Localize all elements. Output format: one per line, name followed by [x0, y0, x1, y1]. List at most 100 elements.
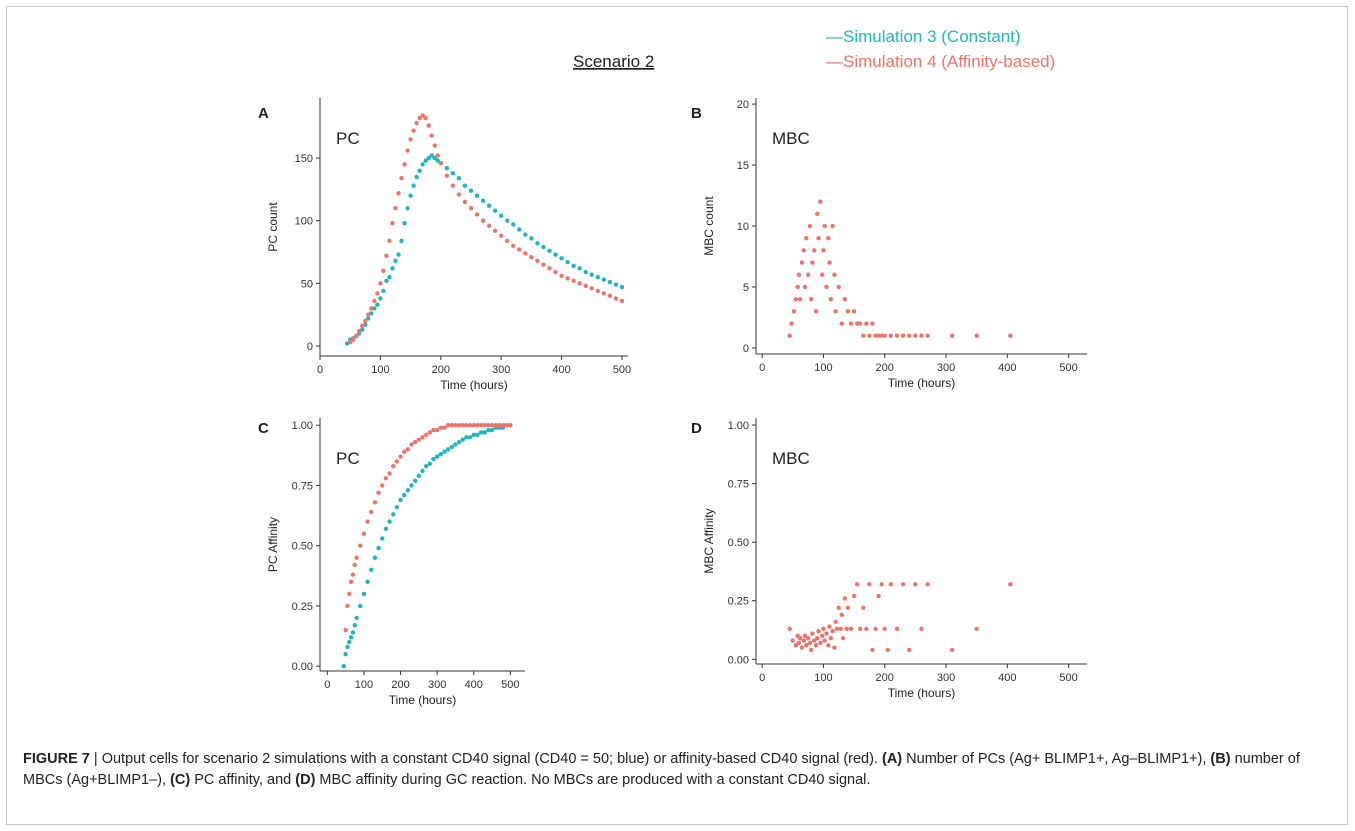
panel-a-affinity-point — [474, 212, 480, 217]
panel-a-constant-point — [517, 227, 522, 232]
caption-c: (C) — [170, 772, 191, 788]
panel-a-affinity-point — [347, 340, 353, 345]
panel-c-affinity-point — [350, 572, 356, 577]
panel-b-affinity-point — [815, 211, 820, 217]
panel-a-y-label: PC count — [266, 202, 280, 252]
panel-d-affinity-point — [813, 643, 819, 648]
panel-d-affinity-point — [885, 647, 890, 653]
panel-c-constant-point — [391, 512, 396, 517]
panel-c-affinity-point — [365, 519, 370, 524]
panel-b-x-tick-label: 400 — [998, 362, 1016, 374]
panel-b-affinity-point — [824, 284, 829, 290]
panel-d-affinity-point — [802, 633, 808, 639]
caption-b: (B) — [1210, 751, 1231, 767]
panel-d-affinity-point — [894, 626, 900, 632]
panel-a-y-tick-label: 100 — [295, 216, 313, 228]
panel-a-constant-point — [375, 302, 380, 307]
panel-a-affinity-point — [393, 206, 398, 211]
panel-a-x-label: Time (hours) — [440, 378, 508, 392]
panel-a-x-tick-label: 100 — [371, 364, 389, 376]
panel-a-constant-point — [577, 266, 582, 271]
panel-c-constant-point — [464, 435, 469, 440]
panel-b-affinity-point — [807, 223, 813, 229]
panel-d-x-tick-label: 300 — [937, 672, 955, 684]
panel-b-affinity-point — [870, 321, 875, 326]
panel-c-constant-point — [387, 519, 392, 524]
panel-a-affinity-point — [438, 160, 443, 166]
panel-c-affinity-point — [504, 423, 509, 428]
panel-c-constant-point — [482, 430, 487, 435]
panel-c-y-tick-label: 0.00 — [292, 661, 313, 673]
panel-a-constant-point — [390, 266, 395, 271]
panel-c-constant-point — [376, 545, 381, 551]
panel-d-affinity-point — [839, 612, 845, 617]
panel-c-constant-point — [409, 483, 414, 488]
panel-b-affinity-point — [876, 333, 881, 338]
panel-a-affinity-point — [486, 223, 492, 228]
panel-c-affinity-point — [445, 423, 451, 428]
panel-d-affinity-point — [842, 596, 848, 601]
panel-d-affinity-point — [818, 640, 823, 646]
panel-c-constant-point — [416, 473, 422, 479]
panel-a-constant-point — [408, 193, 413, 198]
panel-b-affinity-point — [1008, 333, 1013, 338]
panel-a-affinity-point — [511, 243, 516, 248]
panel-c-x-tick-label: 500 — [501, 679, 519, 691]
panel-c-x-tick-label: 100 — [355, 679, 373, 691]
panel-a-constant-point — [505, 218, 510, 223]
panel-d-affinity-point — [919, 626, 924, 632]
panel-c-constant-point — [380, 536, 385, 541]
panel-c-constant-point — [347, 639, 352, 645]
panel-b-affinity-point — [830, 223, 835, 229]
panel-d-affinity-point — [870, 647, 875, 653]
panel-a-affinity-point — [565, 276, 570, 281]
panel-c-affinity-point — [401, 449, 407, 454]
panel-a-affinity-point — [435, 153, 440, 158]
panel-a-affinity-point — [523, 251, 528, 256]
panel-d-affinity-point — [838, 626, 843, 632]
panel-b-affinity-point — [832, 272, 837, 277]
panel-a-affinity-point — [571, 278, 576, 284]
panel-a-affinity-point — [619, 298, 625, 304]
panel-b-affinity-point — [791, 309, 797, 314]
panel-a-x-tick-label: 300 — [492, 364, 510, 376]
panel-a-affinity-point — [390, 221, 395, 226]
panel-c-constant-point — [394, 504, 400, 510]
panel-c-constant-point — [449, 444, 454, 450]
panel-a-constant-point — [462, 183, 468, 188]
panel-c-constant-point — [361, 591, 367, 597]
panel-c-y-tick-label: 0.75 — [292, 480, 313, 492]
panel-b-affinity-point — [796, 272, 802, 277]
panel-a-constant-point — [414, 174, 419, 180]
panel-c-constant-point — [442, 449, 447, 454]
panel-a-affinity-point — [429, 133, 434, 138]
panel-b-affinity-point — [879, 333, 884, 338]
panel-c-constant-point — [438, 451, 444, 457]
panel-c-affinity-point — [475, 423, 480, 428]
panel-d-affinity-point — [974, 626, 979, 632]
panel-a-y-tick-label: 50 — [301, 278, 313, 290]
panel-label-c: C — [258, 420, 269, 437]
panel-a-affinity-point — [366, 312, 371, 317]
panel-d-affinity-point — [851, 593, 857, 599]
panel-b-affinity-point — [836, 284, 841, 290]
scenario-title: Scenario 2 — [573, 52, 654, 71]
panel-c-affinity-point — [369, 509, 374, 515]
panel-a-affinity-point — [381, 268, 386, 274]
panel-c-y-label: PC Affinity — [266, 517, 280, 572]
panel-a-affinity-point — [505, 238, 510, 243]
panel-b-affinity-point — [812, 248, 817, 253]
panel-b-affinity-point — [845, 309, 851, 314]
panel-a-affinity-point — [432, 143, 437, 148]
panel-a-y-tick-label: 0 — [307, 341, 313, 353]
panel-b-affinity-point — [900, 333, 906, 338]
panel-c-y-tick-label: 0.25 — [292, 601, 313, 613]
panel-d-affinity-point — [816, 629, 821, 634]
panel-b-affinity-point — [810, 260, 815, 265]
panel-b-x-tick-label: 100 — [814, 362, 832, 374]
panel-d-y-tick-label: 0.00 — [728, 654, 749, 666]
panel-c-y-tick-label: 0.50 — [292, 541, 313, 553]
panel-b-chart: 0 100 200 300 400 500 0 5 10 15 20 Time (hours) MBC … — [702, 98, 1087, 390]
panel-d-affinity-point — [873, 626, 878, 632]
panel-c-constant-point — [434, 454, 440, 459]
